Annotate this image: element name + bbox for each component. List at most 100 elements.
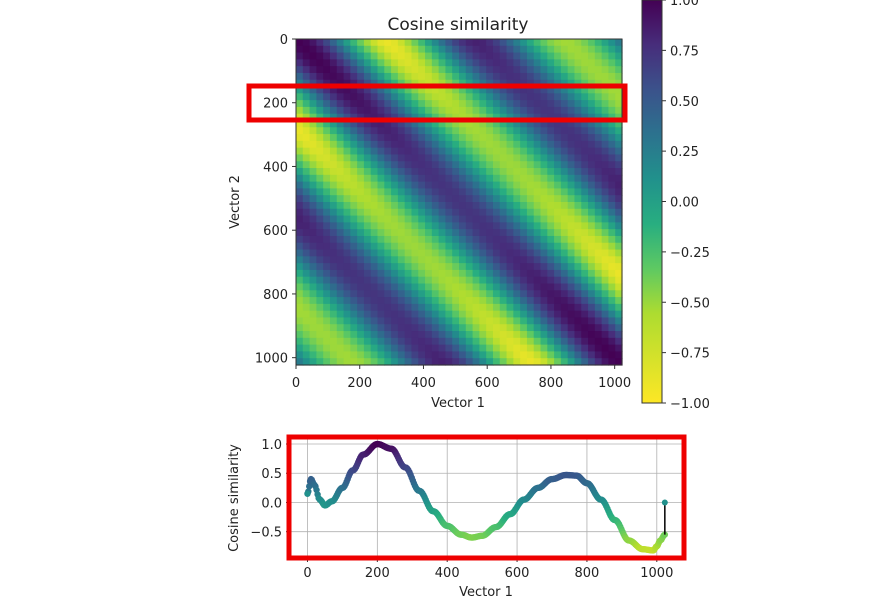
- heatmap-cell: [459, 52, 467, 60]
- heatmap-cell: [601, 154, 610, 162]
- heatmap-cell: [533, 222, 542, 230]
- heatmap-cell: [547, 127, 555, 135]
- heatmap-cell: [533, 79, 542, 88]
- heatmap-cell: [615, 276, 623, 285]
- heatmap-cell: [316, 283, 324, 291]
- heatmap-cell: [329, 79, 338, 88]
- heatmap-cell: [472, 174, 480, 183]
- heatmap-cell: [547, 337, 555, 346]
- heatmap-cell: [581, 161, 589, 169]
- heatmap-cell: [370, 215, 379, 223]
- heatmap-cell: [506, 297, 514, 305]
- heatmap-cell: [479, 181, 487, 190]
- heatmap-cell: [601, 297, 610, 305]
- heatmap-cell: [431, 59, 440, 67]
- heatmap-cell: [520, 39, 528, 47]
- heatmap-cell: [357, 188, 365, 196]
- heatmap-cell: [329, 113, 338, 122]
- heatmap-cell: [370, 93, 379, 101]
- heatmap-cell: [343, 249, 351, 257]
- heatmap-cell: [567, 154, 576, 162]
- heatmap-cell: [608, 106, 616, 115]
- heatmap-cell: [302, 39, 311, 47]
- heatmap-cell: [329, 86, 338, 94]
- heatmap-cell: [506, 290, 514, 298]
- heatmap-cell: [302, 140, 311, 149]
- heatmap-cell: [465, 269, 474, 278]
- heatmap-cell: [431, 154, 440, 162]
- heatmap-cell: [520, 140, 528, 149]
- heatmap-cell: [438, 147, 447, 156]
- heatmap-cell: [438, 337, 447, 346]
- heatmap-cell: [554, 208, 562, 217]
- heatmap-cell: [323, 215, 331, 223]
- heatmap-cell: [391, 93, 399, 101]
- heatmap-cell: [594, 303, 603, 312]
- heatmap-cell: [350, 331, 358, 339]
- heatmap-cell: [452, 235, 460, 244]
- heatmap-cell: [316, 317, 324, 325]
- heatmap-cell: [492, 303, 501, 312]
- heatmap-cell: [363, 249, 372, 257]
- heatmap-cell: [397, 106, 406, 115]
- heatmap-cell: [363, 303, 372, 312]
- heatmap-cell: [411, 344, 419, 353]
- heatmap-cell: [554, 174, 562, 183]
- heatmap-cell: [363, 134, 372, 142]
- heatmap-cell: [438, 45, 447, 54]
- heatmap-cell: [397, 249, 406, 257]
- heatmap-cell: [615, 303, 623, 312]
- heatmap-cell: [479, 337, 487, 346]
- heatmap-cell: [336, 202, 345, 210]
- heatmap-cell: [459, 358, 467, 366]
- heatmap-cell: [540, 39, 548, 47]
- heatmap-cell: [445, 72, 453, 81]
- heatmap-cell: [479, 297, 487, 305]
- heatmap-cell: [363, 100, 372, 108]
- heatmap-cell: [581, 351, 589, 359]
- heatmap-cell: [309, 113, 317, 122]
- heatmap-cell: [581, 181, 589, 190]
- heatmap-cell: [357, 324, 365, 332]
- heatmap-cell: [588, 52, 596, 60]
- heatmap-cell: [343, 222, 351, 230]
- heatmap-cell: [343, 303, 351, 312]
- heatmap-cell: [506, 195, 514, 203]
- heatmap-cell: [594, 263, 603, 271]
- heatmap-cell: [533, 195, 542, 203]
- heatmap-cell: [608, 263, 616, 271]
- heatmap-cell: [472, 297, 480, 305]
- heatmap-cell: [574, 249, 582, 257]
- heatmap-cell: [492, 120, 501, 128]
- heatmap-cell: [357, 147, 365, 156]
- heatmap-cell: [370, 134, 379, 142]
- heatmap-cell: [309, 134, 317, 142]
- heatmap-cell: [316, 181, 324, 190]
- heatmap-cell: [520, 113, 528, 122]
- heatmap-cell: [316, 66, 324, 74]
- heatmap-cell: [350, 297, 358, 305]
- heatmap-cell: [615, 256, 623, 264]
- heatmap-cell: [425, 147, 433, 156]
- heatmap-cell: [594, 202, 603, 210]
- heatmap-cell: [411, 337, 419, 346]
- heatmap-cell: [520, 229, 528, 237]
- heatmap-cell: [445, 188, 453, 196]
- heatmap-cell: [452, 120, 460, 128]
- heatmap-cell: [588, 174, 596, 183]
- heatmap-cell: [397, 188, 406, 196]
- heatmap-cell: [615, 344, 623, 353]
- heatmap-cell: [479, 249, 487, 257]
- heatmap-cell: [520, 208, 528, 217]
- heatmap-cell: [350, 134, 358, 142]
- heatmap-cell: [377, 100, 385, 108]
- heatmap-cell: [431, 297, 440, 305]
- heatmap-xlabel: Vector 1: [431, 396, 485, 411]
- heatmap-cell: [560, 303, 569, 312]
- heatmap-cell: [615, 127, 623, 135]
- heatmap-cell: [431, 249, 440, 257]
- heatmap-cell: [459, 235, 467, 244]
- heatmap-cell: [363, 154, 372, 162]
- heatmap-cell: [302, 72, 311, 81]
- heatmap-cell: [425, 140, 433, 149]
